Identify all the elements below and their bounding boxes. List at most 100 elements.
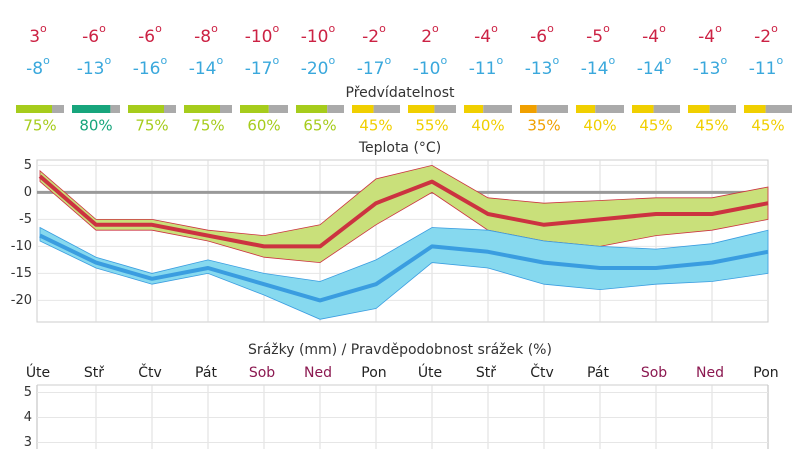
- temperature-label: -11o: [469, 54, 504, 79]
- predictability-rest: [653, 105, 680, 113]
- y-tick-label: -5: [19, 212, 32, 227]
- temperature-label: -17o: [245, 54, 280, 79]
- predictability-rest: [327, 105, 344, 113]
- degree-mark: o: [273, 22, 280, 35]
- degree-mark: o: [777, 54, 784, 67]
- predictability-label: 40%: [583, 117, 616, 135]
- predictability-label: 65%: [303, 117, 336, 135]
- y-tick-label: 4: [24, 410, 32, 425]
- temperature-line: [38, 174, 769, 249]
- day-label: Čtv: [138, 363, 162, 381]
- degree-mark: o: [609, 54, 616, 67]
- temperature-label: -20o: [301, 54, 336, 79]
- temperature-value: -4: [698, 27, 715, 47]
- predictability-title: Předvídatelnost: [346, 85, 456, 101]
- predictability-bar: [688, 105, 710, 113]
- predictability-rest: [483, 105, 512, 113]
- temperature-value: -20: [301, 59, 329, 79]
- degree-mark: o: [40, 22, 47, 35]
- predictability-bar: [464, 105, 484, 113]
- degree-mark: o: [497, 54, 504, 67]
- temperature-value: -10: [301, 27, 329, 47]
- temperature-title: Teplota (°C): [358, 140, 441, 156]
- predictability-rest: [536, 105, 568, 113]
- degree-mark: o: [385, 54, 392, 67]
- predictability-label: 75%: [23, 117, 56, 135]
- predictability-rest: [110, 105, 120, 113]
- y-tick-label: -20: [11, 293, 32, 308]
- degree-mark: o: [329, 54, 336, 67]
- degree-mark: o: [155, 22, 162, 35]
- predictability-bar: [16, 105, 52, 113]
- predictability-label: 45%: [695, 117, 728, 135]
- degree-mark: o: [43, 54, 50, 67]
- temperature-value: -10: [413, 59, 441, 79]
- predictability-label: 75%: [135, 117, 168, 135]
- predictability-bar: [128, 105, 164, 113]
- temperature-label: -6o: [82, 22, 106, 47]
- predictability-bar: [408, 105, 435, 113]
- temperature-label: -4o: [474, 22, 498, 47]
- temperature-label: 2o: [421, 22, 439, 47]
- temperature-label: -6o: [530, 22, 554, 47]
- degree-mark: o: [329, 22, 336, 35]
- predictability-bar: [72, 105, 111, 113]
- temperature-value: -6: [530, 27, 547, 47]
- day-label: Čtv: [530, 363, 554, 381]
- predictability-label: 35%: [527, 117, 560, 135]
- temperature-label: -4o: [698, 22, 722, 47]
- day-label: Pon: [361, 365, 386, 381]
- y-tick-label: 3: [24, 435, 32, 449]
- day-label: Pát: [195, 365, 217, 381]
- temperature-value: -10: [245, 27, 273, 47]
- degree-mark: o: [771, 22, 778, 35]
- day-label: Stř: [476, 365, 496, 381]
- temperature-value: -2: [754, 27, 771, 47]
- day-label: Stř: [84, 365, 104, 381]
- temperature-value: 3: [29, 27, 40, 47]
- degree-mark: o: [553, 54, 560, 67]
- predictability-rest: [268, 105, 288, 113]
- predictability-rest: [373, 105, 400, 113]
- degree-mark: o: [379, 22, 386, 35]
- predictability-rest: [434, 105, 456, 113]
- day-label: Pon: [753, 365, 778, 381]
- temperature-label: -8o: [194, 22, 218, 47]
- predictability-label: 80%: [79, 117, 112, 135]
- predictability-label: 40%: [471, 117, 504, 135]
- predictability-bar: [296, 105, 328, 113]
- day-label: Úte: [26, 363, 50, 381]
- temperature-label: -6o: [138, 22, 162, 47]
- predictability-label: 45%: [639, 117, 672, 135]
- predictability-bar: [744, 105, 766, 113]
- predictability-label: 55%: [415, 117, 448, 135]
- temperature-value: -6: [82, 27, 99, 47]
- temperature-value: -2: [362, 27, 379, 47]
- degree-mark: o: [217, 54, 224, 67]
- temperature-value: -13: [525, 59, 553, 79]
- predictability-bar: [352, 105, 374, 113]
- degree-mark: o: [273, 54, 280, 67]
- temperature-value: -13: [693, 59, 721, 79]
- degree-mark: o: [441, 54, 448, 67]
- predictability-label: 45%: [751, 117, 784, 135]
- temperature-label: 3o: [29, 22, 47, 47]
- predictability-bar: [184, 105, 220, 113]
- degree-mark: o: [603, 22, 610, 35]
- temperature-value: -4: [474, 27, 491, 47]
- temperature-label: -14o: [581, 54, 616, 79]
- temperature-value: -14: [189, 59, 217, 79]
- temperature-value: -4: [642, 27, 659, 47]
- predictability-rest: [220, 105, 232, 113]
- temperature-label: -8o: [26, 54, 50, 79]
- degree-mark: o: [99, 22, 106, 35]
- temperature-value: -17: [245, 59, 273, 79]
- temperature-value: -6: [138, 27, 155, 47]
- predictability-label: 75%: [191, 117, 224, 135]
- predictability-bar: [632, 105, 654, 113]
- temperature-label: -2o: [362, 22, 386, 47]
- predictability-rest: [765, 105, 792, 113]
- temperature-label: -14o: [189, 54, 224, 79]
- degree-mark: o: [665, 54, 672, 67]
- temperature-value: -14: [637, 59, 665, 79]
